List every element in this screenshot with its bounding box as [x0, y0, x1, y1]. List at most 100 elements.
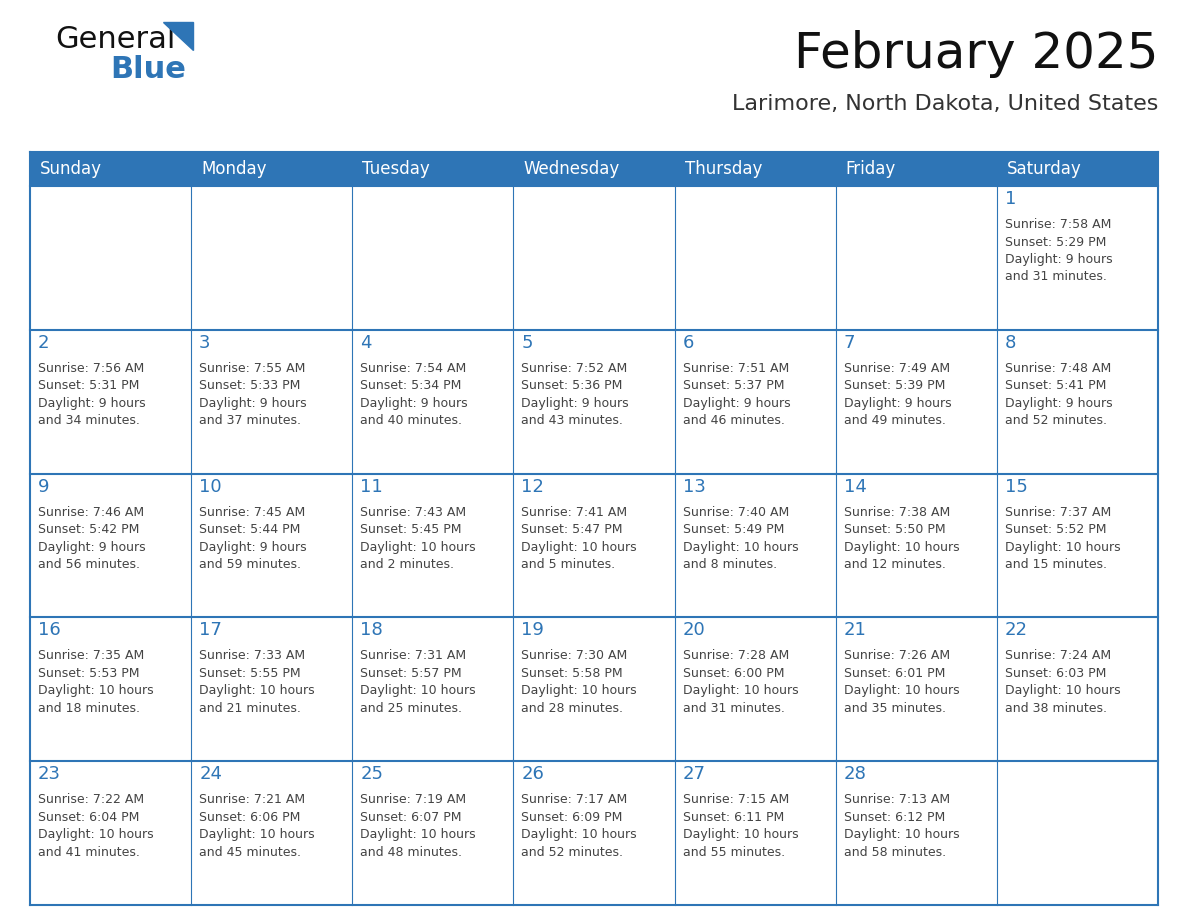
Text: Friday: Friday	[846, 160, 896, 178]
Bar	[997, 474, 1158, 618]
Text: Sunrise: 7:19 AM
Sunset: 6:07 PM
Daylight: 10 hours
and 48 minutes.: Sunrise: 7:19 AM Sunset: 6:07 PM Dayligh…	[360, 793, 476, 858]
Bar	[675, 761, 835, 905]
Bar	[675, 152, 835, 186]
Text: 24: 24	[200, 766, 222, 783]
Text: Sunrise: 7:56 AM
Sunset: 5:31 PM
Daylight: 9 hours
and 34 minutes.: Sunrise: 7:56 AM Sunset: 5:31 PM Dayligh…	[38, 362, 146, 427]
Text: Sunrise: 7:41 AM
Sunset: 5:47 PM
Daylight: 10 hours
and 5 minutes.: Sunrise: 7:41 AM Sunset: 5:47 PM Dayligh…	[522, 506, 637, 571]
Bar	[30, 186, 191, 330]
Text: Sunrise: 7:48 AM
Sunset: 5:41 PM
Daylight: 9 hours
and 52 minutes.: Sunrise: 7:48 AM Sunset: 5:41 PM Dayligh…	[1005, 362, 1112, 427]
Text: 9: 9	[38, 477, 50, 496]
Bar	[191, 186, 353, 330]
Text: 11: 11	[360, 477, 383, 496]
Bar	[30, 761, 191, 905]
Bar	[191, 330, 353, 474]
Bar	[997, 152, 1158, 186]
Polygon shape	[163, 22, 192, 50]
Bar	[30, 152, 191, 186]
Text: Sunrise: 7:31 AM
Sunset: 5:57 PM
Daylight: 10 hours
and 25 minutes.: Sunrise: 7:31 AM Sunset: 5:57 PM Dayligh…	[360, 649, 476, 715]
Bar	[30, 330, 191, 474]
Bar	[997, 330, 1158, 474]
Text: Sunrise: 7:40 AM
Sunset: 5:49 PM
Daylight: 10 hours
and 8 minutes.: Sunrise: 7:40 AM Sunset: 5:49 PM Dayligh…	[683, 506, 798, 571]
Text: 14: 14	[843, 477, 866, 496]
Text: Sunrise: 7:22 AM
Sunset: 6:04 PM
Daylight: 10 hours
and 41 minutes.: Sunrise: 7:22 AM Sunset: 6:04 PM Dayligh…	[38, 793, 153, 858]
Text: Sunrise: 7:24 AM
Sunset: 6:03 PM
Daylight: 10 hours
and 38 minutes.: Sunrise: 7:24 AM Sunset: 6:03 PM Dayligh…	[1005, 649, 1120, 715]
Text: 10: 10	[200, 477, 222, 496]
Text: Sunrise: 7:49 AM
Sunset: 5:39 PM
Daylight: 9 hours
and 49 minutes.: Sunrise: 7:49 AM Sunset: 5:39 PM Dayligh…	[843, 362, 952, 427]
Text: Sunrise: 7:17 AM
Sunset: 6:09 PM
Daylight: 10 hours
and 52 minutes.: Sunrise: 7:17 AM Sunset: 6:09 PM Dayligh…	[522, 793, 637, 858]
Text: Wednesday: Wednesday	[524, 160, 620, 178]
Text: 6: 6	[683, 334, 694, 352]
Text: Monday: Monday	[201, 160, 266, 178]
Text: Blue: Blue	[110, 55, 185, 84]
Text: Sunrise: 7:45 AM
Sunset: 5:44 PM
Daylight: 9 hours
and 59 minutes.: Sunrise: 7:45 AM Sunset: 5:44 PM Dayligh…	[200, 506, 307, 571]
Text: Sunrise: 7:46 AM
Sunset: 5:42 PM
Daylight: 9 hours
and 56 minutes.: Sunrise: 7:46 AM Sunset: 5:42 PM Dayligh…	[38, 506, 146, 571]
Text: Sunrise: 7:21 AM
Sunset: 6:06 PM
Daylight: 10 hours
and 45 minutes.: Sunrise: 7:21 AM Sunset: 6:06 PM Dayligh…	[200, 793, 315, 858]
Text: Sunday: Sunday	[40, 160, 102, 178]
Bar	[191, 618, 353, 761]
Text: 13: 13	[683, 477, 706, 496]
Text: 28: 28	[843, 766, 866, 783]
Bar	[353, 152, 513, 186]
Text: 12: 12	[522, 477, 544, 496]
Text: Sunrise: 7:55 AM
Sunset: 5:33 PM
Daylight: 9 hours
and 37 minutes.: Sunrise: 7:55 AM Sunset: 5:33 PM Dayligh…	[200, 362, 307, 427]
Bar	[191, 761, 353, 905]
Text: 16: 16	[38, 621, 61, 640]
Text: Sunrise: 7:38 AM
Sunset: 5:50 PM
Daylight: 10 hours
and 12 minutes.: Sunrise: 7:38 AM Sunset: 5:50 PM Dayligh…	[843, 506, 960, 571]
Text: Sunrise: 7:54 AM
Sunset: 5:34 PM
Daylight: 9 hours
and 40 minutes.: Sunrise: 7:54 AM Sunset: 5:34 PM Dayligh…	[360, 362, 468, 427]
Text: 18: 18	[360, 621, 383, 640]
Text: 3: 3	[200, 334, 210, 352]
Text: Sunrise: 7:35 AM
Sunset: 5:53 PM
Daylight: 10 hours
and 18 minutes.: Sunrise: 7:35 AM Sunset: 5:53 PM Dayligh…	[38, 649, 153, 715]
Text: 27: 27	[683, 766, 706, 783]
Text: Sunrise: 7:52 AM
Sunset: 5:36 PM
Daylight: 9 hours
and 43 minutes.: Sunrise: 7:52 AM Sunset: 5:36 PM Dayligh…	[522, 362, 630, 427]
Text: Sunrise: 7:15 AM
Sunset: 6:11 PM
Daylight: 10 hours
and 55 minutes.: Sunrise: 7:15 AM Sunset: 6:11 PM Dayligh…	[683, 793, 798, 858]
Bar	[675, 186, 835, 330]
Bar	[513, 330, 675, 474]
Bar	[997, 618, 1158, 761]
Text: Sunrise: 7:13 AM
Sunset: 6:12 PM
Daylight: 10 hours
and 58 minutes.: Sunrise: 7:13 AM Sunset: 6:12 PM Dayligh…	[843, 793, 960, 858]
Text: 1: 1	[1005, 190, 1016, 208]
Bar	[513, 152, 675, 186]
Bar	[353, 330, 513, 474]
Text: Sunrise: 7:26 AM
Sunset: 6:01 PM
Daylight: 10 hours
and 35 minutes.: Sunrise: 7:26 AM Sunset: 6:01 PM Dayligh…	[843, 649, 960, 715]
Bar	[835, 152, 997, 186]
Text: 5: 5	[522, 334, 533, 352]
Text: Thursday: Thursday	[684, 160, 762, 178]
Text: Sunrise: 7:28 AM
Sunset: 6:00 PM
Daylight: 10 hours
and 31 minutes.: Sunrise: 7:28 AM Sunset: 6:00 PM Dayligh…	[683, 649, 798, 715]
Text: Saturday: Saturday	[1007, 160, 1081, 178]
Text: Sunrise: 7:37 AM
Sunset: 5:52 PM
Daylight: 10 hours
and 15 minutes.: Sunrise: 7:37 AM Sunset: 5:52 PM Dayligh…	[1005, 506, 1120, 571]
Text: Sunrise: 7:51 AM
Sunset: 5:37 PM
Daylight: 9 hours
and 46 minutes.: Sunrise: 7:51 AM Sunset: 5:37 PM Dayligh…	[683, 362, 790, 427]
Text: 2: 2	[38, 334, 50, 352]
Text: 21: 21	[843, 621, 866, 640]
Bar	[835, 761, 997, 905]
Bar	[997, 186, 1158, 330]
Text: 17: 17	[200, 621, 222, 640]
Text: 8: 8	[1005, 334, 1016, 352]
Text: Sunrise: 7:33 AM
Sunset: 5:55 PM
Daylight: 10 hours
and 21 minutes.: Sunrise: 7:33 AM Sunset: 5:55 PM Dayligh…	[200, 649, 315, 715]
Text: Larimore, North Dakota, United States: Larimore, North Dakota, United States	[732, 94, 1158, 114]
Bar	[997, 761, 1158, 905]
Bar	[835, 474, 997, 618]
Text: Sunrise: 7:58 AM
Sunset: 5:29 PM
Daylight: 9 hours
and 31 minutes.: Sunrise: 7:58 AM Sunset: 5:29 PM Dayligh…	[1005, 218, 1112, 284]
Text: 22: 22	[1005, 621, 1028, 640]
Text: Sunrise: 7:43 AM
Sunset: 5:45 PM
Daylight: 10 hours
and 2 minutes.: Sunrise: 7:43 AM Sunset: 5:45 PM Dayligh…	[360, 506, 476, 571]
Bar	[835, 330, 997, 474]
Bar	[353, 761, 513, 905]
Bar	[353, 474, 513, 618]
Text: General: General	[55, 25, 176, 54]
Bar	[191, 152, 353, 186]
Bar	[353, 186, 513, 330]
Bar	[675, 330, 835, 474]
Text: 23: 23	[38, 766, 61, 783]
Text: 15: 15	[1005, 477, 1028, 496]
Bar	[513, 761, 675, 905]
Bar	[30, 474, 191, 618]
Text: 26: 26	[522, 766, 544, 783]
Bar	[675, 618, 835, 761]
Bar	[353, 618, 513, 761]
Bar	[513, 474, 675, 618]
Bar	[30, 618, 191, 761]
Bar	[513, 618, 675, 761]
Text: February 2025: February 2025	[794, 30, 1158, 78]
Text: 7: 7	[843, 334, 855, 352]
Text: 20: 20	[683, 621, 706, 640]
